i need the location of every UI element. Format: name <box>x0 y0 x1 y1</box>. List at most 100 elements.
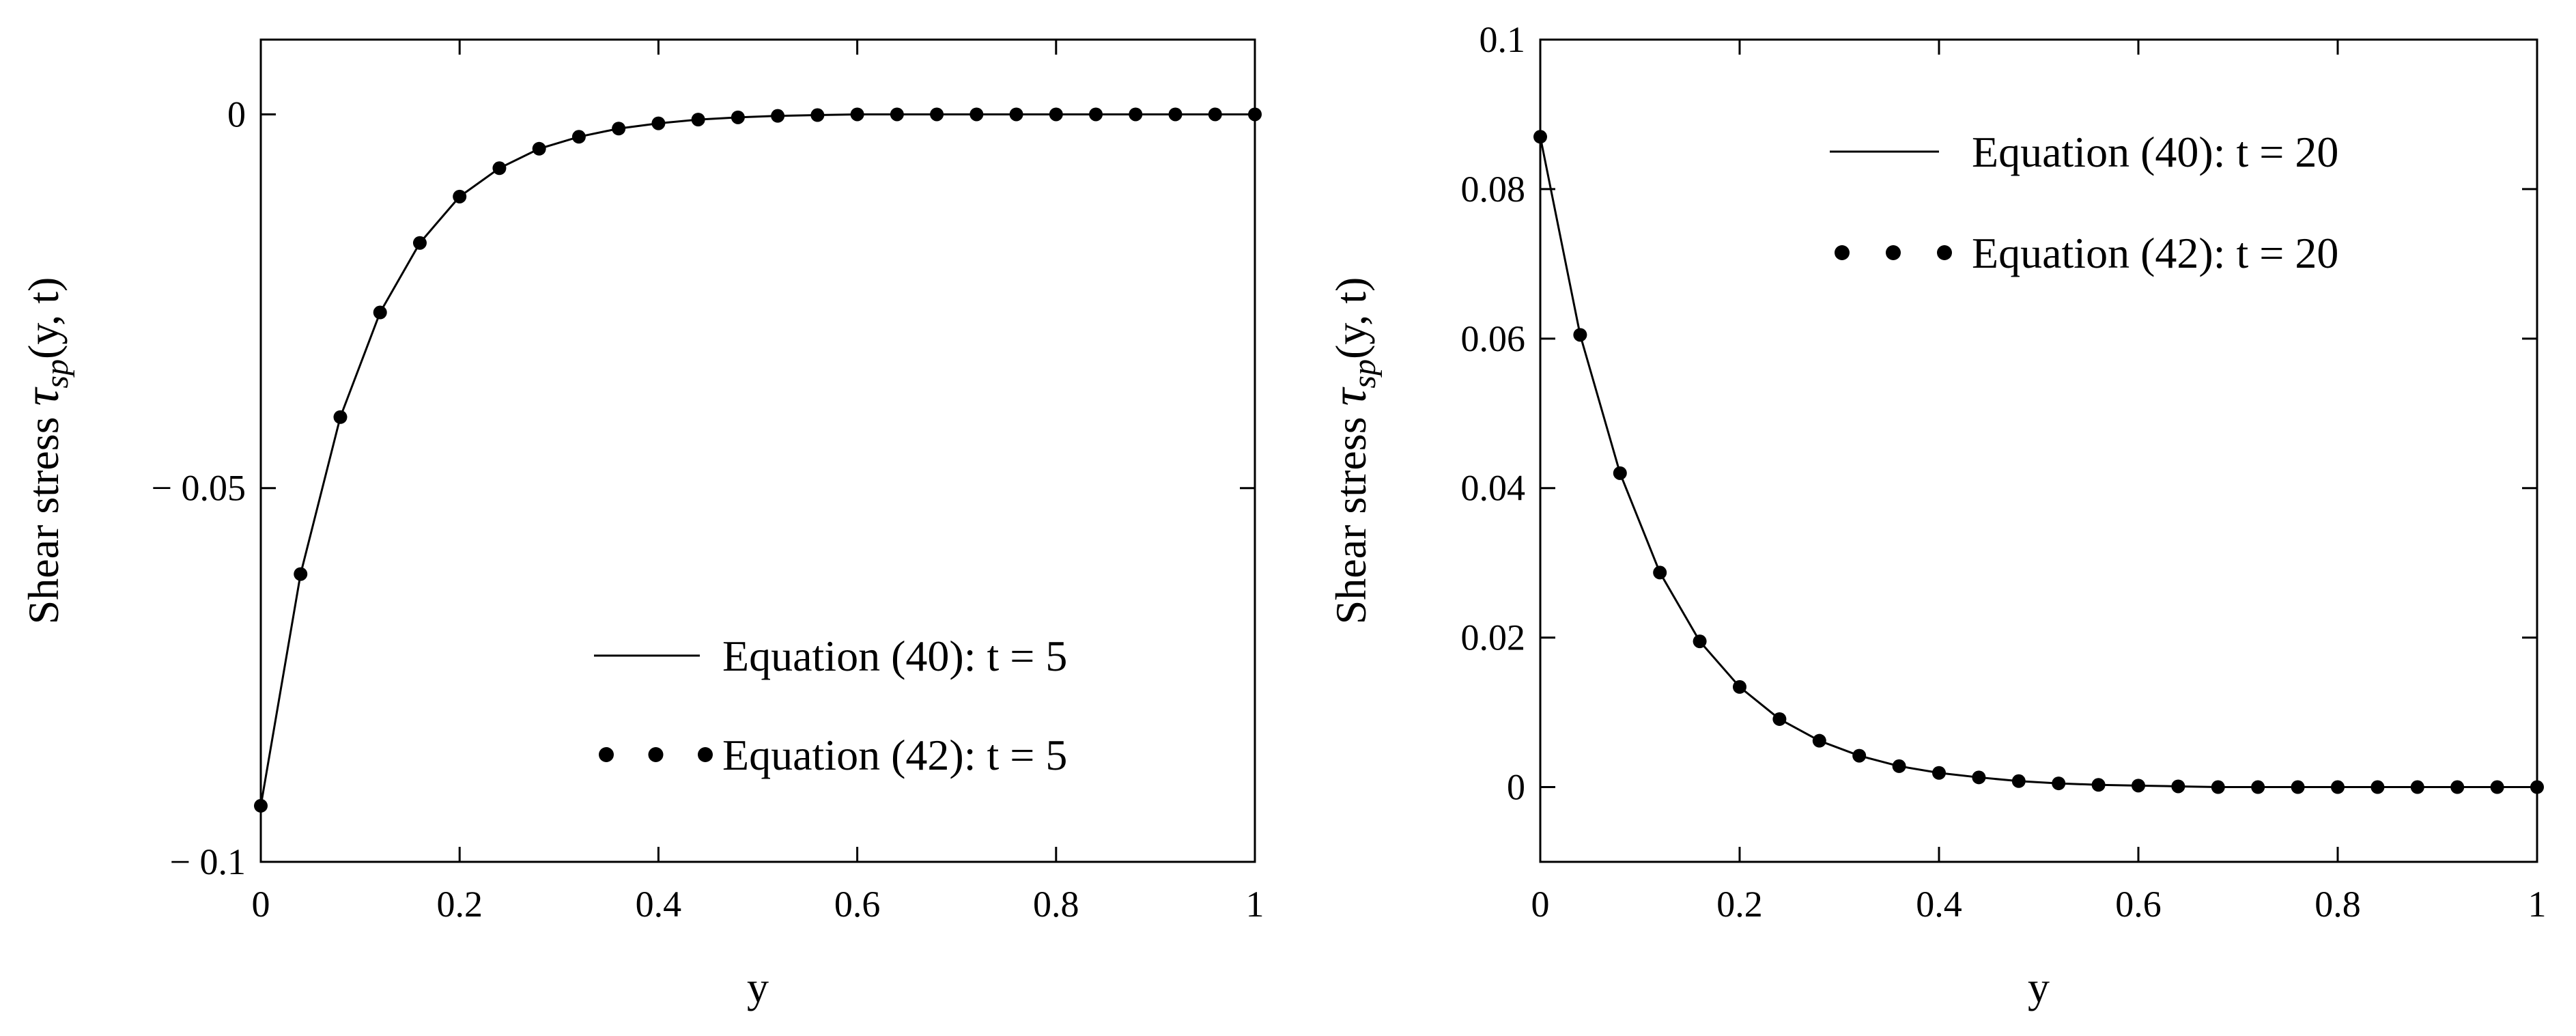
y-axis-label: Shear stress τsp(y, t) <box>1322 277 1383 625</box>
data-point <box>2011 774 2026 788</box>
data-point <box>850 107 864 122</box>
data-point <box>2450 780 2465 794</box>
data-point <box>1248 107 1262 122</box>
data-point <box>2490 780 2504 794</box>
x-axis-label: y <box>747 963 769 1011</box>
data-point <box>1089 107 1103 122</box>
data-point <box>1533 130 1547 144</box>
plot-frame <box>1539 38 2538 863</box>
data-point <box>294 567 308 581</box>
data-point <box>1892 759 1906 773</box>
legend-dot-swatch <box>599 747 614 762</box>
y-axis-label-suffix: (y, t) <box>1327 277 1375 359</box>
data-point <box>2052 776 2066 791</box>
data-point <box>333 410 348 424</box>
x-tick-label: 0.2 <box>1716 884 1763 925</box>
x-tick-label: 0.2 <box>436 884 483 925</box>
legend-dot-swatch <box>1886 245 1901 260</box>
data-point <box>492 161 507 176</box>
y-axis-label-tau: τ <box>14 387 69 406</box>
data-point <box>2132 779 2145 793</box>
legend-entry-dots: Equation (42): t = 20 <box>1972 229 2338 277</box>
y-tick-label: 0.02 <box>1461 617 1526 658</box>
chart-panel-left: 0 0.2 0.4 0.6 0.8 1 − 0.1 − 0.05 0 y Shear stress … <box>14 38 1264 1011</box>
legend: Equation (40): t = 5 Equation (42): t = 5 <box>594 632 1067 779</box>
data-point <box>2530 780 2544 794</box>
data-point <box>1852 748 1867 763</box>
x-tick-label: 0 <box>1531 884 1550 925</box>
chart-panel-right: 0 0.2 0.4 0.6 0.8 1 0 0.02 0.04 0.06 0.08 0.1 y Shear… <box>1322 19 2547 1011</box>
x-tick-label: 0.4 <box>636 884 682 925</box>
legend: Equation (40): t = 20 Equation (42): t = … <box>1830 128 2338 277</box>
legend-dot-swatch <box>698 747 713 762</box>
y-axis-label-prefix: Shear stress <box>19 406 68 624</box>
y-tick-label: 0 <box>227 94 246 135</box>
data-point <box>1049 107 1063 122</box>
data-point <box>254 798 268 813</box>
data-point <box>1932 766 1946 780</box>
y-tick-label: 0.08 <box>1461 169 1526 210</box>
x-tick-label: 0.8 <box>2315 884 2361 925</box>
data-point <box>2291 780 2305 794</box>
data-point <box>1812 733 1826 748</box>
x-tick-label: 1 <box>1246 884 1264 925</box>
data-point <box>1972 770 1986 785</box>
y-axis-label: Shear stress τsp(y, t) <box>14 277 75 625</box>
x-tick-label: 0.6 <box>834 884 881 925</box>
x-tick-label: 0.8 <box>1033 884 1079 925</box>
data-point <box>731 110 745 124</box>
legend-entry-line: Equation (40): t = 20 <box>1972 128 2338 176</box>
y-axis-label-tau: τ <box>1322 387 1376 406</box>
y-axis-label-subscript: sp <box>39 359 75 389</box>
data-point <box>1573 328 1587 342</box>
data-point <box>2211 780 2225 794</box>
legend-dot-swatch <box>1835 245 1850 260</box>
y-tick-label: − 0.05 <box>152 468 246 509</box>
data-point <box>453 189 467 204</box>
data-point <box>1009 107 1023 122</box>
data-point <box>890 107 904 122</box>
data-point <box>1772 712 1787 726</box>
data-point <box>2331 780 2345 794</box>
y-axis-label-suffix: (y, t) <box>19 277 68 359</box>
x-tick-label: 1 <box>2528 884 2547 925</box>
data-point <box>373 305 387 320</box>
data-point <box>771 109 785 123</box>
data-point <box>2370 780 2385 794</box>
y-tick-label: 0 <box>1507 767 1525 808</box>
data-point <box>571 130 586 144</box>
data-point <box>2171 779 2185 794</box>
legend-entry-line: Equation (40): t = 5 <box>722 632 1067 680</box>
y-tick-label: 0.1 <box>1480 19 1526 60</box>
x-tick-label: 0.4 <box>1916 884 1962 925</box>
data-point <box>1613 466 1627 480</box>
data-point <box>930 107 944 122</box>
data-point <box>2410 780 2424 794</box>
y-axis-label-prefix: Shear stress <box>1327 406 1375 624</box>
data-point <box>412 236 427 250</box>
legend-entry-dots: Equation (42): t = 5 <box>722 731 1067 779</box>
x-tick-label: 0.6 <box>2115 884 2162 925</box>
y-tick-label: − 0.1 <box>170 841 246 882</box>
y-tick-label: 0.06 <box>1461 318 1526 359</box>
data-point <box>1208 107 1222 122</box>
y-axis-label-subscript: sp <box>1346 359 1383 389</box>
x-tick-label: 0 <box>252 884 270 925</box>
legend-dot-swatch <box>1937 245 1952 260</box>
data-point <box>810 108 825 122</box>
data-point <box>969 107 984 122</box>
data-point <box>532 141 546 156</box>
data-point <box>2251 780 2265 794</box>
data-point <box>612 122 626 136</box>
data-point <box>1129 107 1143 122</box>
legend-dot-swatch <box>648 747 664 762</box>
x-axis-label: y <box>2028 963 2050 1011</box>
y-tick-label: 0.04 <box>1461 468 1526 509</box>
data-point <box>1693 634 1707 649</box>
data-point <box>1653 565 1667 580</box>
data-point <box>651 116 666 130</box>
data-point <box>1168 107 1183 122</box>
series-line <box>259 113 1255 807</box>
plot-frame <box>259 38 1256 863</box>
data-point <box>691 113 705 127</box>
